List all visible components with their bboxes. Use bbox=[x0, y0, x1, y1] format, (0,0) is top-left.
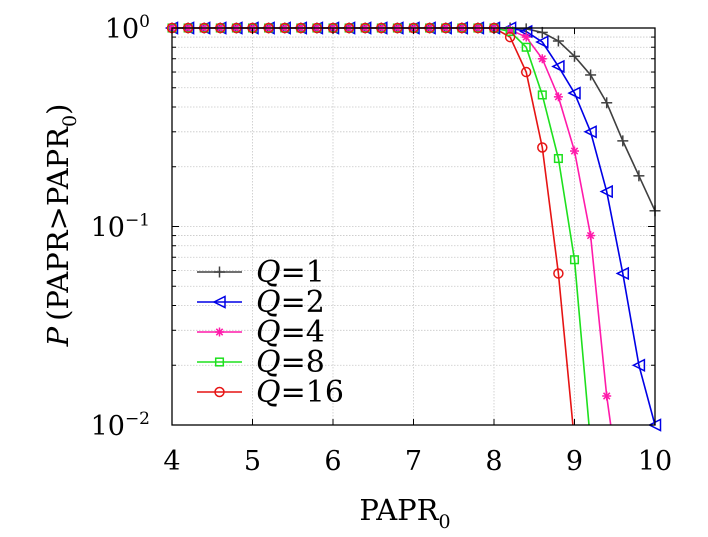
data-point-Q=4 bbox=[602, 391, 612, 401]
data-point-Q=4 bbox=[521, 32, 531, 42]
legend-label-symbol: Q bbox=[256, 315, 281, 350]
x-tick-label: 10 bbox=[638, 446, 672, 477]
legend-label: Q=2 bbox=[256, 285, 325, 320]
y-axis-label-main: (PAPR>PAPR bbox=[41, 126, 75, 321]
legend-label-value: =8 bbox=[281, 345, 325, 380]
legend-entry: Q=8 bbox=[197, 345, 325, 380]
data-point-Q=16 bbox=[504, 31, 516, 43]
legend-label-value: =4 bbox=[281, 315, 325, 350]
legend: Q=1Q=2Q=4Q=8Q=16 bbox=[197, 255, 344, 410]
axis-ticks bbox=[171, 28, 656, 426]
data-point-Q=4 bbox=[586, 231, 596, 241]
data-point-Q=4 bbox=[570, 146, 579, 156]
data-point-Q=2 bbox=[535, 35, 549, 49]
data-point-Q=1 bbox=[617, 135, 629, 147]
data-point-Q=4 bbox=[537, 54, 547, 64]
data-point-Q=16 bbox=[537, 142, 548, 153]
legend-label: Q=8 bbox=[256, 345, 325, 380]
x-tick-label: 5 bbox=[244, 446, 261, 477]
y-tick-label-base: 10 bbox=[91, 213, 125, 244]
x-axis-label-main: PAPR bbox=[359, 493, 439, 527]
y-tick-label-base: 10 bbox=[91, 411, 125, 442]
y-tick-label-base: 10 bbox=[105, 14, 139, 45]
legend-entry: Q=4 bbox=[197, 315, 325, 350]
legend-label-value: =1 bbox=[281, 255, 325, 290]
legend-label-value: =2 bbox=[281, 285, 325, 320]
x-tick-label: 4 bbox=[163, 446, 180, 477]
legend-marker bbox=[214, 386, 225, 398]
y-tick-label: 10−2 bbox=[91, 409, 150, 442]
data-point-Q=16 bbox=[520, 66, 532, 78]
data-point-Q=2 bbox=[567, 86, 581, 100]
x-tick-label: 6 bbox=[324, 446, 341, 477]
data-point-Q=1 bbox=[601, 97, 613, 109]
y-tick-label-exponent: −2 bbox=[125, 409, 150, 429]
y-tick-label-exponent: 0 bbox=[139, 12, 150, 32]
data-point-Q=8 bbox=[521, 42, 531, 52]
data-point-Q=8 bbox=[553, 153, 563, 164]
data-point-Q=8 bbox=[537, 90, 547, 100]
data-point-Q=2 bbox=[599, 184, 613, 199]
data-point-Q=2 bbox=[615, 266, 630, 281]
x-tick-label: 7 bbox=[405, 446, 422, 477]
data-point-Q=1 bbox=[536, 26, 548, 38]
y-axis-label: P (PAPR>PAPR0) bbox=[41, 104, 81, 348]
legend-label: Q=16 bbox=[256, 375, 344, 410]
legend-label: Q=4 bbox=[256, 315, 325, 350]
data-point-Q=16 bbox=[553, 268, 564, 279]
data-point-Q=1 bbox=[585, 69, 597, 81]
y-tick-label: 100 bbox=[105, 12, 150, 45]
y-axis-label-close: ) bbox=[41, 104, 75, 115]
data-point-Q=1 bbox=[633, 170, 645, 182]
legend-entry: Q=1 bbox=[197, 255, 325, 290]
data-point-Q=8 bbox=[569, 255, 580, 265]
y-axis-label-subscript: 0 bbox=[59, 115, 81, 127]
legend-label-symbol: Q bbox=[256, 285, 281, 320]
y-tick-label: 10−1 bbox=[91, 211, 150, 244]
x-tick-label: 9 bbox=[566, 446, 583, 477]
data-point-Q=2 bbox=[583, 125, 597, 139]
legend-marker bbox=[212, 295, 226, 309]
legend-label-value: =16 bbox=[281, 375, 344, 410]
data-point-Q=2 bbox=[631, 358, 646, 372]
legend-label-symbol: Q bbox=[256, 345, 281, 380]
legend-label-symbol: Q bbox=[256, 255, 281, 290]
data-point-Q=1 bbox=[569, 50, 580, 62]
legend-entry: Q=16 bbox=[197, 375, 344, 410]
legend-entry: Q=2 bbox=[197, 285, 325, 320]
x-axis-label: PAPR0 bbox=[359, 493, 450, 533]
y-axis-label-p: P bbox=[41, 326, 75, 347]
data-point-Q=1 bbox=[552, 35, 564, 47]
y-tick-label-exponent: −1 bbox=[125, 211, 150, 231]
legend-label-symbol: Q bbox=[256, 375, 281, 410]
legend-marker bbox=[214, 266, 225, 278]
grid-lines bbox=[172, 28, 655, 425]
legend-label: Q=1 bbox=[256, 255, 325, 290]
legend-marker bbox=[215, 327, 224, 337]
data-point-Q=4 bbox=[553, 92, 563, 102]
data-point-Q=2 bbox=[551, 59, 565, 74]
x-tick-label: 8 bbox=[485, 446, 502, 477]
x-axis-label-subscript: 0 bbox=[439, 511, 451, 533]
legend-marker bbox=[214, 357, 225, 367]
